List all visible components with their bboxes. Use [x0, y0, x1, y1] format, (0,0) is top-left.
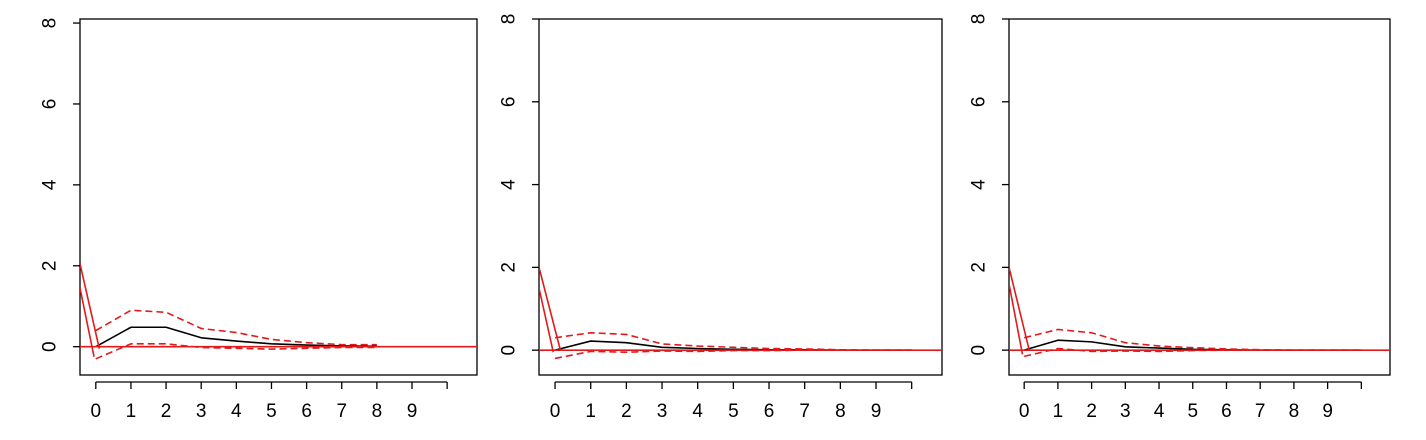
x-tick-label: 5 — [728, 401, 739, 422]
series-upper-band — [95, 309, 377, 346]
x-tick-label: 5 — [266, 401, 277, 422]
x-tick-label: 8 — [1289, 401, 1300, 422]
x-tick-label: 5 — [1187, 401, 1198, 422]
series-reference-a — [1009, 267, 1031, 351]
y-tick-label: 6 — [40, 99, 61, 110]
x-tick-label: 4 — [1154, 401, 1165, 422]
chart-panel-2: 0 2 4 6 8 0 1 2 3 4 5 6 7 8 9 — [499, 14, 943, 422]
x-tick-label: 4 — [231, 401, 242, 422]
x-tick-label: 1 — [126, 401, 137, 422]
chart-panel-3: 0 2 4 6 8 0 1 2 3 4 5 6 7 8 9 — [969, 14, 1391, 422]
y-tick-label: 4 — [969, 179, 990, 190]
series-estimate — [95, 326, 377, 348]
y-tick-label: 8 — [40, 18, 61, 29]
series-lower-band — [95, 343, 377, 360]
x-tick-label: 4 — [692, 401, 703, 422]
x-tick-label: 7 — [1255, 401, 1266, 422]
series-reference-a — [80, 263, 101, 349]
x-tick-label: 2 — [1086, 401, 1097, 422]
x-tick-label: 6 — [1221, 401, 1232, 422]
y-tick-label: 0 — [499, 345, 520, 356]
y-tick-label: 6 — [499, 97, 520, 108]
x-tick-label: 3 — [1120, 401, 1131, 422]
series-group — [80, 263, 477, 360]
y-tick-label: 4 — [40, 179, 61, 190]
y-tick-label: 0 — [969, 345, 990, 356]
x-tick-label: 2 — [161, 401, 172, 422]
series-estimate — [1023, 339, 1362, 351]
x-tick-label: 3 — [196, 401, 207, 422]
series-reference-a — [539, 267, 562, 351]
y-tick-label: 8 — [499, 14, 520, 25]
series-upper-band — [1023, 328, 1362, 351]
series-estimate — [554, 340, 912, 351]
x-tick-label: 9 — [1322, 401, 1333, 422]
series-group — [539, 267, 942, 360]
series-reference-b — [80, 287, 95, 357]
x-tick-label: 7 — [336, 401, 347, 422]
x-tick-label: 6 — [301, 401, 312, 422]
y-tick-label: 6 — [969, 97, 990, 108]
series-lower-band — [554, 349, 912, 360]
x-tick-label: 1 — [585, 401, 596, 422]
x-tick-label: 0 — [91, 401, 102, 422]
y-tick-label: 0 — [40, 341, 61, 352]
plot-frame — [1008, 18, 1391, 376]
series-reference-b — [1009, 283, 1024, 355]
y-tick-label: 4 — [499, 179, 520, 190]
x-tick-label: 0 — [550, 401, 561, 422]
x-tick-label: 9 — [871, 401, 882, 422]
y-tick-label: 8 — [969, 14, 990, 25]
y-tick-label: 2 — [499, 262, 520, 273]
plot-frame — [538, 18, 943, 376]
x-tick-label: 8 — [835, 401, 846, 422]
x-tick-label: 6 — [764, 401, 775, 422]
x-tick-label: 7 — [799, 401, 810, 422]
y-tick-label: 2 — [969, 262, 990, 273]
x-tick-label: 1 — [1053, 401, 1064, 422]
y-tick-label: 2 — [40, 260, 61, 271]
x-tick-label: 9 — [407, 401, 418, 422]
plot-frame — [79, 18, 478, 376]
x-tick-label: 3 — [657, 401, 668, 422]
x-tick-label: 2 — [621, 401, 632, 422]
series-reference-b — [539, 287, 555, 353]
x-tick-label: 0 — [1019, 401, 1030, 422]
chart-panel-1: 0 2 4 6 8 0 1 2 3 4 5 6 7 8 9 — [40, 18, 478, 422]
series-group — [1009, 267, 1390, 358]
x-tick-label: 8 — [372, 401, 383, 422]
